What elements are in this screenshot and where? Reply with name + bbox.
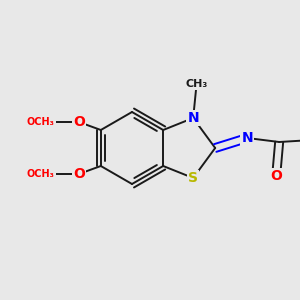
Text: OCH₃: OCH₃	[27, 169, 55, 179]
Text: N: N	[188, 111, 199, 125]
Text: O: O	[73, 167, 85, 181]
Text: N: N	[242, 131, 253, 145]
Text: O: O	[73, 115, 85, 129]
Text: CH₃: CH₃	[185, 79, 207, 89]
Text: S: S	[188, 171, 198, 185]
Text: OCH₃: OCH₃	[27, 117, 55, 127]
Text: O: O	[270, 169, 282, 183]
